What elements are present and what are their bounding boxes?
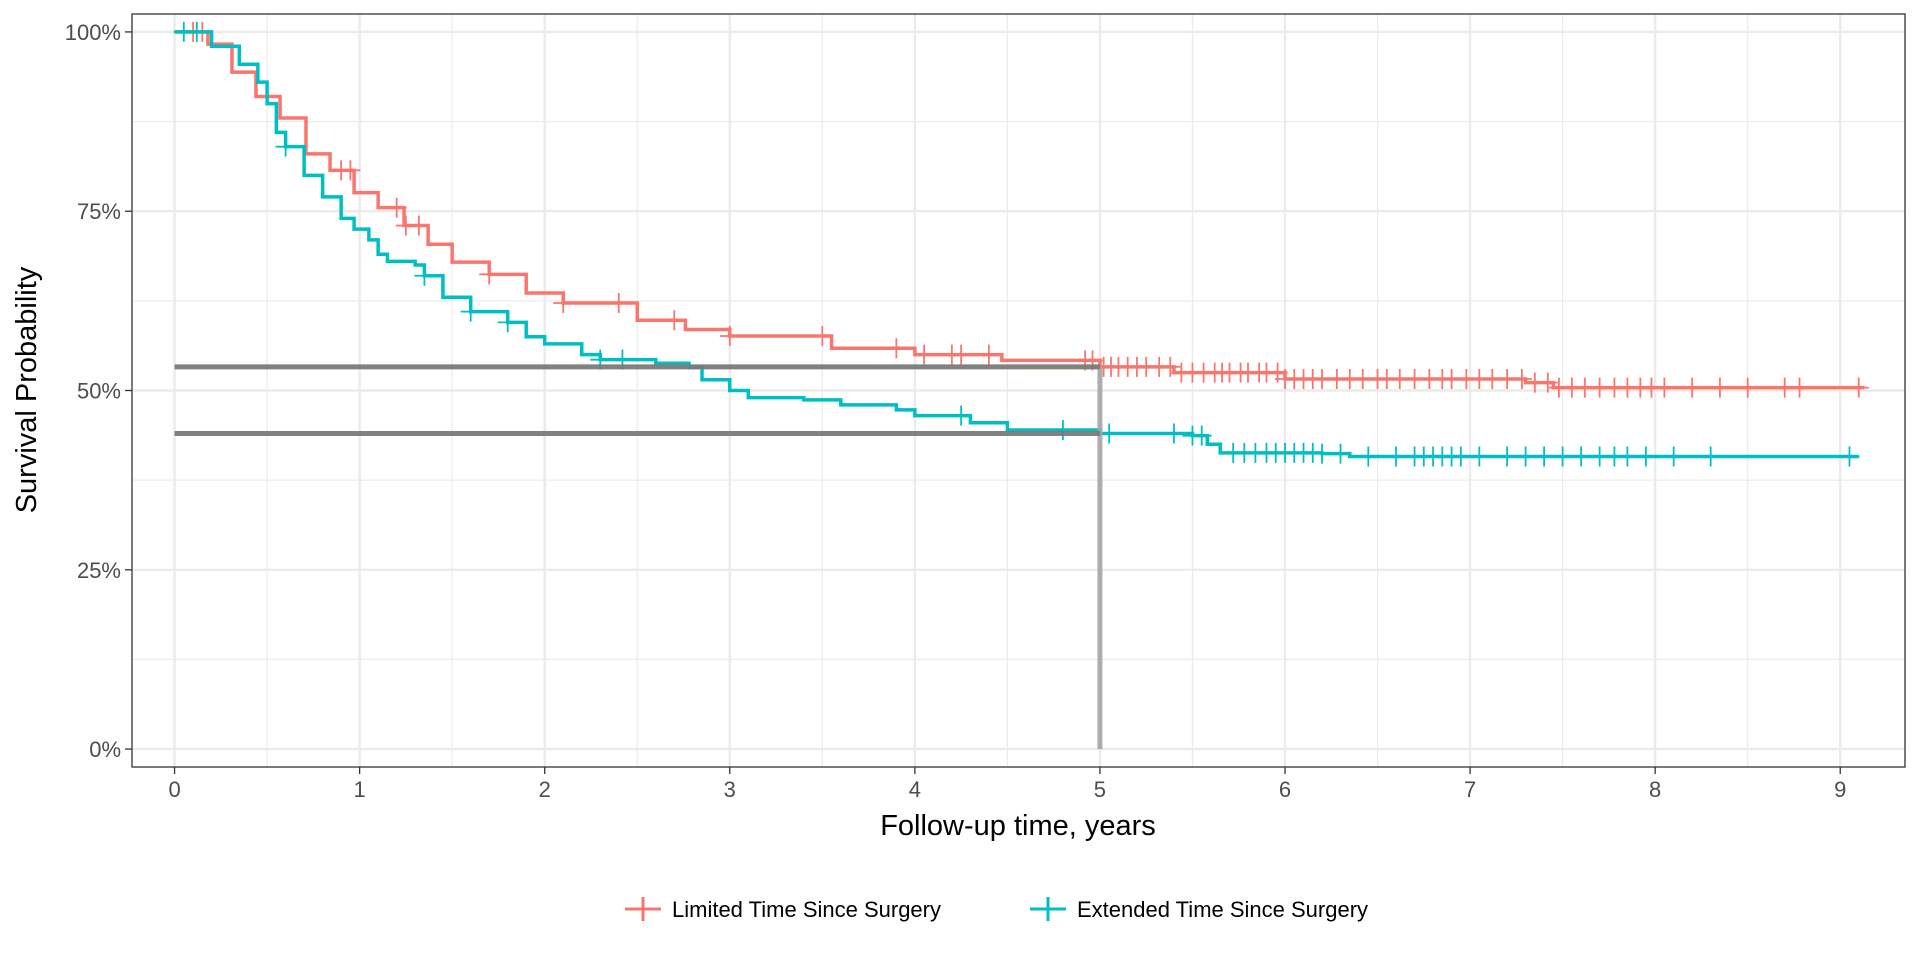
reference-lines bbox=[174, 364, 1103, 750]
censor-mark bbox=[497, 312, 518, 333]
censor-mark bbox=[553, 293, 574, 314]
legend-label: Extended Time Since Surgery bbox=[1077, 897, 1368, 922]
censor-mark bbox=[886, 338, 907, 359]
censor-mark bbox=[719, 325, 740, 346]
y-tick-label: 50% bbox=[77, 379, 121, 404]
censor-mark bbox=[386, 197, 407, 218]
legend-key-icon bbox=[625, 897, 661, 921]
x-tick-label: 4 bbox=[909, 777, 921, 802]
x-tick-label: 0 bbox=[168, 777, 180, 802]
censor-mark bbox=[1160, 356, 1181, 377]
censor-mark bbox=[951, 405, 972, 426]
y-axis-title: Survival Probability bbox=[11, 266, 43, 513]
censor-mark bbox=[1312, 443, 1333, 464]
censor-mark bbox=[664, 310, 685, 331]
x-tick-label: 2 bbox=[539, 777, 551, 802]
censor-mark bbox=[1839, 446, 1860, 467]
censor-mark bbox=[340, 160, 361, 181]
censor-mark bbox=[1682, 377, 1703, 398]
censor-mark bbox=[1654, 377, 1675, 398]
censor-mark bbox=[1700, 446, 1721, 467]
x-axis-title: Follow-up time, years bbox=[880, 810, 1156, 842]
x-tick-label: 8 bbox=[1649, 777, 1661, 802]
censor-mark bbox=[1537, 372, 1558, 393]
legend: Limited Time Since Surgery Extended Time … bbox=[625, 897, 1368, 922]
censor-mark bbox=[1515, 446, 1536, 467]
censor-mark bbox=[1737, 377, 1758, 398]
censor-mark bbox=[1450, 446, 1471, 467]
series-extended bbox=[173, 21, 1860, 467]
censor-mark bbox=[1511, 369, 1532, 390]
x-tick-label: 7 bbox=[1464, 777, 1476, 802]
censor-mark bbox=[1386, 446, 1407, 467]
censor-mark bbox=[414, 265, 435, 286]
censor-mark bbox=[1330, 443, 1351, 464]
censor-mark bbox=[1469, 446, 1490, 467]
grid bbox=[132, 14, 1905, 767]
censor-mark bbox=[1052, 419, 1073, 440]
x-tick-label: 9 bbox=[1834, 777, 1846, 802]
censor-mark bbox=[978, 344, 999, 365]
x-tick-label: 1 bbox=[354, 777, 366, 802]
y-tick-label: 75% bbox=[77, 199, 121, 224]
legend-key-icon bbox=[1030, 897, 1066, 921]
censor-mark bbox=[1534, 446, 1555, 467]
ticks: 0 1 2 3 4 5 6 7 8 9 0% 25% 50% 75% 100% bbox=[65, 20, 1847, 802]
censor-mark bbox=[460, 301, 481, 322]
censor-mark bbox=[1358, 446, 1379, 467]
censor-mark bbox=[812, 325, 833, 346]
legend-label: Limited Time Since Surgery bbox=[672, 897, 941, 922]
censor-mark bbox=[914, 344, 935, 365]
censor-mark bbox=[275, 136, 296, 157]
censor-mark bbox=[1497, 446, 1518, 467]
censor-mark bbox=[1552, 446, 1573, 467]
censor-mark bbox=[186, 21, 207, 42]
censor-mark bbox=[1163, 423, 1184, 444]
censor-mark bbox=[1571, 446, 1592, 467]
y-tick-label: 0% bbox=[89, 737, 121, 762]
censor-mark bbox=[1099, 423, 1120, 444]
legend-item: Extended Time Since Surgery bbox=[1030, 897, 1368, 922]
censor-mark bbox=[1617, 446, 1638, 467]
x-tick-label: 5 bbox=[1094, 777, 1106, 802]
series-group bbox=[173, 21, 1869, 467]
censor-mark bbox=[479, 264, 500, 285]
censor-mark bbox=[1663, 446, 1684, 467]
censor-mark bbox=[1635, 446, 1656, 467]
survival-curve bbox=[174, 30, 1859, 459]
censor-mark bbox=[608, 293, 629, 314]
censor-mark bbox=[1789, 377, 1810, 398]
x-tick-label: 6 bbox=[1279, 777, 1291, 802]
series-limited bbox=[174, 21, 1869, 398]
censor-mark bbox=[951, 344, 972, 365]
survival-curve bbox=[174, 30, 1865, 390]
censor-mark bbox=[1191, 425, 1212, 446]
censor-mark bbox=[408, 215, 429, 236]
y-tick-label: 25% bbox=[77, 558, 121, 583]
x-tick-label: 3 bbox=[724, 777, 736, 802]
censor-mark bbox=[1709, 377, 1730, 398]
y-tick-label: 100% bbox=[65, 20, 121, 45]
censor-mark bbox=[1848, 377, 1869, 398]
legend-item: Limited Time Since Surgery bbox=[625, 897, 941, 922]
